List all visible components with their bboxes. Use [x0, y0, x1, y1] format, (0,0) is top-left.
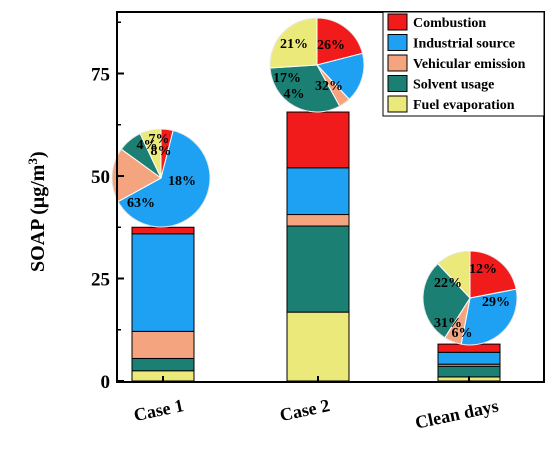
y-tick-label: 25 [91, 270, 110, 291]
legend-label: Industrial source [413, 37, 515, 52]
bar-segment [437, 351, 501, 365]
y-tick-label: 75 [91, 65, 110, 86]
bar-segment [131, 226, 195, 235]
legend-swatch [387, 95, 408, 113]
x-axis: Case 1 Case 2 Clean days [132, 376, 500, 433]
pie-percent-label: 29% [482, 295, 510, 310]
y-axis-label-sup: 3 [25, 158, 40, 165]
pie-outline [111, 128, 211, 228]
plot-frame [116, 11, 545, 383]
legend-swatch [387, 54, 408, 72]
bar-segment [286, 214, 350, 227]
x-category-label: Clean days [413, 396, 500, 433]
y-tick-label: 0 [101, 372, 111, 393]
bar-segment [286, 111, 350, 169]
pie-outline [422, 250, 518, 346]
bar-segment [286, 225, 350, 313]
legend-label: Vehicular emission [413, 57, 526, 72]
pie-percent-label: 26% [317, 38, 345, 53]
pie-percent-label: 7% [149, 132, 170, 147]
legend-label: Fuel evaporation [413, 98, 515, 113]
pie-percent-label: 63% [127, 196, 155, 211]
legend: Combustion Industrial source Vehicular emi… [382, 11, 545, 117]
x-category-label: Case 2 [278, 395, 332, 425]
y-axis-label-main: SOAP (μg/m [27, 164, 49, 272]
pie-percent-label: 4% [284, 87, 305, 102]
pie-percent-label: 4% [137, 138, 158, 153]
legend-label: Combustion [413, 16, 486, 31]
y-axis-label-end: ) [27, 151, 49, 158]
legend-label: Solvent usage [413, 78, 494, 93]
pie-percent-label: 6% [452, 326, 473, 341]
y-axis: 0 25 50 75 [91, 21, 124, 393]
bar-segment [437, 365, 501, 378]
legend-swatch [387, 34, 408, 51]
pie-percent-label: 12% [469, 262, 497, 277]
x-category-label: Case 1 [132, 395, 186, 425]
bar-segment [286, 311, 350, 382]
pie-outline [269, 17, 365, 113]
pie-percent-label: 31% [434, 316, 462, 331]
pie-percent-label: 17% [273, 71, 301, 86]
bars-layer [131, 111, 501, 382]
bar-segment [286, 167, 350, 216]
bar-segment [131, 357, 195, 372]
bar-segment [131, 233, 195, 332]
bar-segment [131, 330, 195, 359]
legend-swatch [387, 13, 408, 31]
y-axis-label: SOAP (μg/m3) [25, 151, 49, 272]
legend-swatch [387, 75, 408, 92]
pie-percent-label: 8% [151, 144, 172, 159]
pie-percent-label: 32% [315, 79, 343, 94]
y-tick-label: 50 [91, 167, 110, 188]
pie-percent-label: 22% [434, 276, 462, 291]
pie-percent-label: 18% [168, 174, 196, 189]
pie-percent-label: 21% [280, 37, 308, 52]
pies-layer: 4%63%18%8%7%21%17%4%32%26%22%31%6%29%12% [111, 17, 518, 346]
legend-box [382, 11, 545, 117]
